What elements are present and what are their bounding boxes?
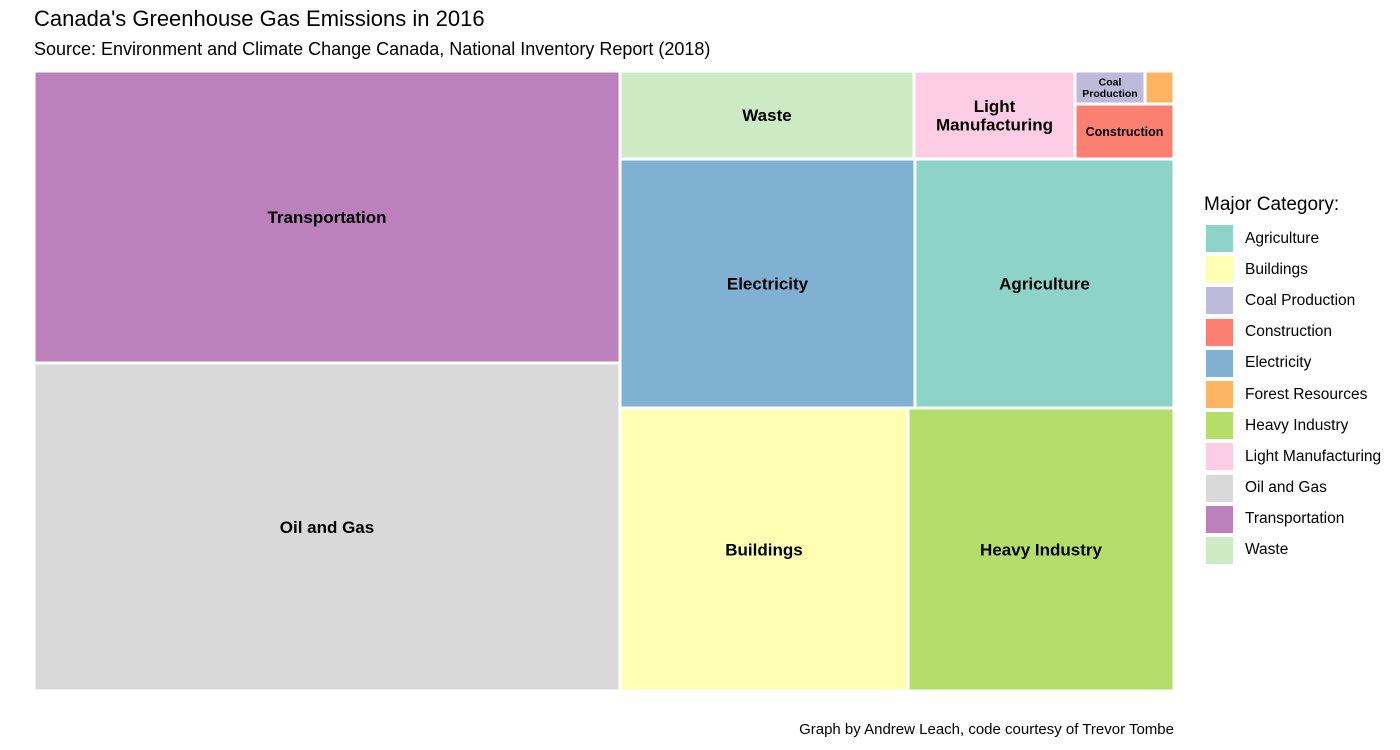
tile-label-construction: Construction — [1086, 125, 1164, 139]
tile-transportation — [32, 69, 622, 365]
legend-swatch — [1206, 412, 1233, 440]
legend: Major Category: Agriculture Buildings Coal… — [1204, 194, 1381, 566]
legend-swatch — [1206, 225, 1233, 253]
tile-label-coal-production: Coal Production — [1082, 77, 1137, 101]
legend-swatch — [1206, 318, 1233, 346]
legend-item-forest-resources: Forest Resources — [1204, 379, 1381, 410]
legend-item-transportation: Transportation — [1204, 504, 1381, 535]
legend-label: Transportation — [1245, 510, 1345, 528]
tile-label-electricity: Electricity — [727, 275, 809, 294]
legend-label: Light Manufacturing — [1245, 447, 1382, 465]
legend-item-buildings: Buildings — [1204, 254, 1381, 285]
legend-item-construction: Construction — [1204, 317, 1381, 348]
legend-swatch — [1206, 381, 1233, 409]
tile-label-transportation: Transportation — [267, 208, 386, 227]
legend-label: Oil and Gas — [1245, 479, 1327, 497]
tile-label-heavy-industry: Heavy Industry — [980, 541, 1102, 560]
legend-label: Waste — [1245, 541, 1289, 559]
legend-label: Forest Resources — [1245, 385, 1368, 403]
legend-label: Heavy Industry — [1245, 416, 1349, 434]
legend-label: Electricity — [1245, 354, 1312, 372]
legend-item-agriculture: Agriculture — [1204, 223, 1381, 254]
legend-item-oil-and-gas: Oil and Gas — [1204, 473, 1381, 504]
legend-item-light-manufacturing: Light Manufacturing — [1204, 441, 1381, 472]
tile-label-light-manufacturing: Light Manufacturing — [936, 97, 1053, 135]
legend-label: Agriculture — [1245, 229, 1320, 247]
legend-items: Agriculture Buildings Coal Production Const… — [1204, 223, 1381, 566]
legend-swatch — [1206, 287, 1233, 315]
tile-buildings — [618, 406, 910, 693]
legend-label: Buildings — [1245, 260, 1308, 278]
legend-swatch — [1206, 443, 1233, 471]
legend-item-electricity: Electricity — [1204, 348, 1381, 379]
chart-caption: Graph by Andrew Leach, code courtesy of … — [799, 721, 1174, 738]
legend-label: Construction — [1245, 323, 1333, 341]
legend-swatch — [1206, 505, 1233, 533]
legend-swatch — [1206, 256, 1233, 284]
legend-swatch — [1206, 536, 1233, 564]
tile-label-oil-and-gas: Oil and Gas — [280, 518, 374, 537]
tile-heavy-industry — [906, 406, 1176, 693]
tile-label-agriculture: Agriculture — [999, 275, 1090, 294]
legend-item-heavy-industry: Heavy Industry — [1204, 410, 1381, 441]
tile-label-waste: Waste — [742, 106, 791, 125]
tile-agriculture — [913, 157, 1176, 410]
tile-forest-resources — [1143, 69, 1176, 106]
tile-electricity — [618, 157, 917, 410]
legend-label: Coal Production — [1245, 291, 1356, 309]
legend-title: Major Category: — [1204, 194, 1340, 215]
tile-label-buildings: Buildings — [725, 541, 802, 560]
legend-item-waste: Waste — [1204, 535, 1381, 566]
legend-item-coal-production: Coal Production — [1204, 285, 1381, 316]
legend-swatch — [1206, 474, 1233, 502]
legend-swatch — [1206, 349, 1233, 377]
chart-title: Canada's Greenhouse Gas Emissions in 201… — [34, 6, 485, 31]
chart-subtitle: Source: Environment and Climate Change C… — [34, 39, 711, 59]
